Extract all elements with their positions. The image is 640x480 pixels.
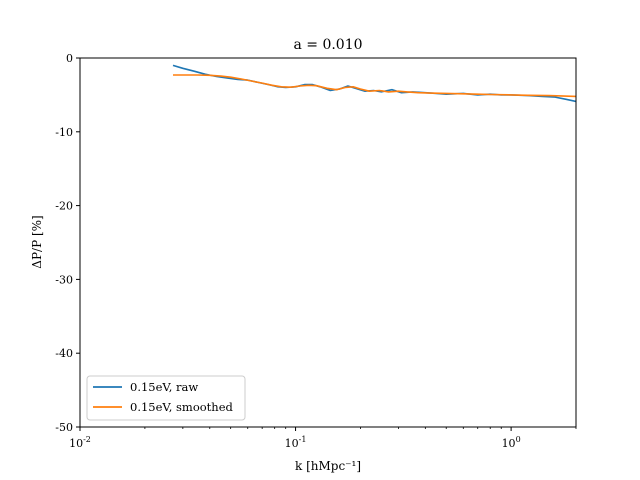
series-lines xyxy=(172,64,576,103)
legend-label-0: 0.15eV, raw xyxy=(130,380,198,394)
legend-box xyxy=(86,375,246,421)
x-tick-base: 10 xyxy=(69,437,83,450)
y-tick-label: -10 xyxy=(55,126,73,139)
x-tick-label: 10-1 xyxy=(285,435,307,450)
x-tick-exponent: -2 xyxy=(83,435,91,444)
y-tick-label: -30 xyxy=(55,273,73,286)
series-line-0 xyxy=(172,64,576,103)
x-tick-label: 10-2 xyxy=(69,435,91,450)
y-tick-label: 0 xyxy=(66,52,73,65)
y-axis-label: ΔP/P [%] xyxy=(30,215,44,268)
x-axis: 10-2 10-1 100 xyxy=(69,427,577,450)
legend: 0.15eV, raw 0.15eV, smoothed xyxy=(86,375,246,421)
plot-frame xyxy=(79,57,577,428)
chart-title: a = 0.010 xyxy=(293,37,362,53)
y-tick-label: -50 xyxy=(55,421,73,434)
x-tick-base: 10 xyxy=(502,437,516,450)
x-tick-exponent: -1 xyxy=(299,435,307,444)
x-tick-base: 10 xyxy=(285,437,299,450)
plot-area xyxy=(79,57,577,428)
x-tick-exponent: 0 xyxy=(516,435,521,444)
y-tick-label: -40 xyxy=(55,347,73,360)
x-tick-label: 100 xyxy=(502,435,521,450)
y-axis: 0 -10 -20 -30 -40 -50 xyxy=(55,52,80,434)
series-line-1 xyxy=(173,74,576,98)
y-tick-label: -20 xyxy=(55,200,73,213)
legend-label-1: 0.15eV, smoothed xyxy=(130,400,234,414)
x-axis-label: k [hMpc⁻¹] xyxy=(295,459,361,473)
